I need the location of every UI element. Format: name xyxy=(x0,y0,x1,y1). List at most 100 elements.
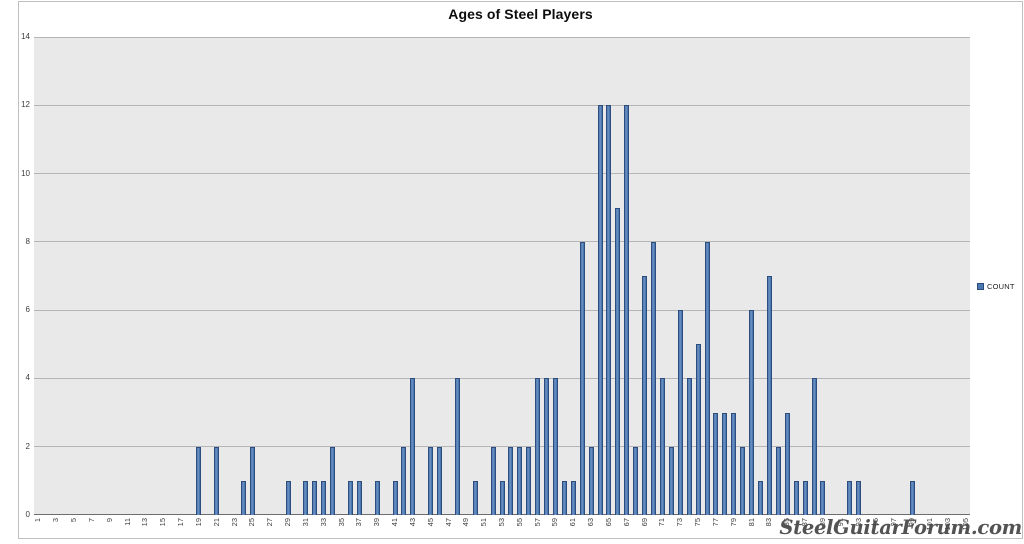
bar-age-62 xyxy=(579,242,585,515)
x-axis-label-29: 29 xyxy=(283,518,293,527)
x-axis-label-25: 25 xyxy=(247,518,257,527)
x-axis-label-61: 61 xyxy=(568,518,578,527)
bar-age-65 xyxy=(606,105,612,515)
bar-age-24 xyxy=(240,481,246,515)
gridline-y-12 xyxy=(34,104,970,106)
bar-age-78 xyxy=(722,413,728,515)
x-axis-label-17: 17 xyxy=(176,518,186,527)
bar-age-42 xyxy=(401,447,407,515)
x-axis-label-79: 79 xyxy=(728,518,738,527)
y-axis-label-0: 0 xyxy=(25,510,30,519)
x-axis-label-55: 55 xyxy=(514,518,524,527)
bar-age-92 xyxy=(847,481,853,515)
bar-age-58 xyxy=(544,378,550,515)
x-axis-label-49: 49 xyxy=(461,518,471,527)
bar-age-76 xyxy=(704,242,710,515)
gridline-y-2 xyxy=(34,446,970,448)
bar-age-73 xyxy=(677,310,683,515)
bar-age-46 xyxy=(437,447,443,515)
x-axis-label-43: 43 xyxy=(407,518,417,527)
x-axis-label-65: 65 xyxy=(603,518,613,527)
bar-age-72 xyxy=(668,447,674,515)
bar-age-61 xyxy=(570,481,576,515)
bar-age-64 xyxy=(597,105,603,515)
x-axis-label-45: 45 xyxy=(425,518,435,527)
x-axis-label-57: 57 xyxy=(532,518,542,527)
x-axis-label-3: 3 xyxy=(51,518,61,523)
x-axis-label-37: 37 xyxy=(354,518,364,527)
bar-age-21 xyxy=(214,447,220,515)
watermark: SteelGuitarForum.com xyxy=(779,516,1022,539)
bar-age-43 xyxy=(410,378,416,515)
legend-label: COUNT xyxy=(987,282,1015,291)
bar-age-32 xyxy=(312,481,318,515)
bar-age-63 xyxy=(588,447,594,515)
legend-marker-count xyxy=(977,283,984,290)
bar-age-59 xyxy=(552,378,558,515)
bar-age-52 xyxy=(490,447,496,515)
x-axis-label-21: 21 xyxy=(211,518,221,527)
bar-age-31 xyxy=(303,481,309,515)
bar-age-74 xyxy=(686,378,692,515)
x-axis-label-13: 13 xyxy=(140,518,150,527)
bar-age-41 xyxy=(392,481,398,515)
bar-age-80 xyxy=(740,447,746,515)
bar-age-70 xyxy=(651,242,657,515)
bar-age-19 xyxy=(196,447,202,515)
y-axis-label-14: 14 xyxy=(21,32,30,41)
bar-age-86 xyxy=(793,481,799,515)
gridline-y-6 xyxy=(34,309,970,311)
bar-age-29 xyxy=(285,481,291,515)
gridline-y-10 xyxy=(34,173,970,175)
x-axis-label-51: 51 xyxy=(479,518,489,527)
bar-age-33 xyxy=(321,481,327,515)
bar-age-60 xyxy=(561,481,567,515)
bar-age-89 xyxy=(820,481,826,515)
x-axis-label-5: 5 xyxy=(69,518,79,523)
bar-age-25 xyxy=(249,447,255,515)
bar-age-88 xyxy=(811,378,817,515)
bar-age-79 xyxy=(731,413,737,515)
bar-age-77 xyxy=(713,413,719,515)
bar-age-54 xyxy=(508,447,514,515)
x-axis-label-81: 81 xyxy=(746,518,756,527)
bar-age-36 xyxy=(347,481,353,515)
x-axis-label-27: 27 xyxy=(265,518,275,527)
bar-age-53 xyxy=(499,481,505,515)
x-axis-label-75: 75 xyxy=(693,518,703,527)
x-axis-label-39: 39 xyxy=(372,518,382,527)
x-axis-label-15: 15 xyxy=(158,518,168,527)
bar-age-56 xyxy=(526,447,532,515)
bar-age-69 xyxy=(642,276,648,515)
bar-age-85 xyxy=(784,413,790,515)
gridline-y-4 xyxy=(34,377,970,379)
bar-age-37 xyxy=(356,481,362,515)
x-axis-label-63: 63 xyxy=(586,518,596,527)
x-axis-label-23: 23 xyxy=(229,518,239,527)
bar-age-71 xyxy=(659,378,665,515)
x-axis-label-31: 31 xyxy=(300,518,310,527)
x-axis-label-7: 7 xyxy=(86,518,96,523)
bar-age-39 xyxy=(374,481,380,515)
bar-age-66 xyxy=(615,208,621,515)
x-axis-label-83: 83 xyxy=(764,518,774,527)
bar-age-55 xyxy=(517,447,523,515)
x-axis-label-77: 77 xyxy=(710,518,720,527)
y-axis-label-12: 12 xyxy=(21,100,30,110)
bar-age-34 xyxy=(330,447,336,515)
x-axis-label-1: 1 xyxy=(33,518,43,523)
y-axis-label-10: 10 xyxy=(21,168,30,178)
bar-age-75 xyxy=(695,344,701,515)
y-axis-label-8: 8 xyxy=(25,236,30,246)
bar-age-45 xyxy=(428,447,434,515)
chart-title: Ages of Steel Players xyxy=(448,6,593,22)
bar-age-57 xyxy=(535,378,541,515)
legend: COUNT xyxy=(977,282,1015,291)
x-axis-label-69: 69 xyxy=(639,518,649,527)
x-axis-label-35: 35 xyxy=(336,518,346,527)
x-axis-label-59: 59 xyxy=(550,518,560,527)
y-axis-label-4: 4 xyxy=(25,373,30,383)
x-axis-label-19: 19 xyxy=(193,518,203,527)
x-axis-label-71: 71 xyxy=(657,518,667,527)
